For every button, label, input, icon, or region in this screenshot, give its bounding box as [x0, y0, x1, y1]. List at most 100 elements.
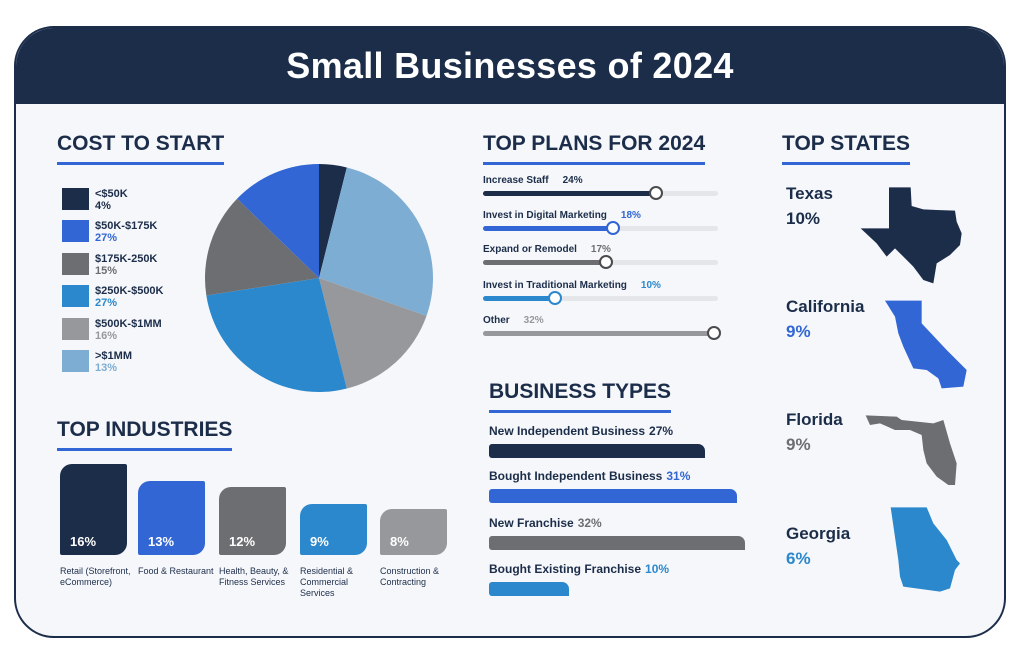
pie-slice — [206, 278, 347, 392]
legend-text: >$1MM 13% — [95, 350, 132, 374]
state-value: 6% — [786, 549, 811, 568]
plan-value: 17% — [590, 244, 611, 255]
legend-value: 27% — [95, 297, 118, 309]
industry-value: 8% — [390, 533, 409, 549]
type-name: Bought Independent Business — [489, 469, 663, 483]
california-map-icon — [885, 300, 967, 389]
legend-text: $250K-$500K 27% — [95, 285, 164, 309]
legend-item: $250K-$500K 27% — [62, 285, 164, 309]
legend-swatch — [62, 350, 89, 372]
state-name: California — [786, 297, 865, 316]
industry-value: 16% — [70, 533, 97, 549]
plan-name: Other — [483, 315, 510, 326]
state-name: Georgia — [786, 524, 851, 543]
type-value: 32% — [577, 516, 602, 530]
plan-slider-thumb — [707, 326, 721, 340]
legend-value: 16% — [95, 330, 118, 342]
industry-label: Food & Restaurant — [138, 566, 214, 576]
legend-value: 4% — [95, 200, 111, 212]
legend-swatch — [62, 220, 89, 242]
type-bar — [489, 444, 705, 458]
cost-heading: COST TO START — [57, 132, 225, 165]
plan-label: Invest in Digital Marketing 18% — [483, 210, 641, 221]
plan-name: Invest in Traditional Marketing — [483, 280, 627, 291]
plan-slider-fill — [483, 331, 714, 336]
type-value: 10% — [645, 562, 670, 576]
legend-item: >$1MM 13% — [62, 350, 132, 374]
legend-item: <$50K 4% — [62, 188, 128, 212]
industry-bar: 12% — [219, 486, 286, 555]
plan-slider-track — [483, 291, 718, 305]
plan-slider-fill — [483, 191, 657, 196]
legend-label: <$50K — [95, 188, 128, 200]
plan-slider-fill — [483, 296, 556, 301]
types-heading: BUSINESS TYPES — [489, 380, 672, 413]
legend-swatch — [62, 318, 89, 340]
state-value: 9% — [786, 435, 811, 454]
plan-name: Invest in Digital Marketing — [483, 210, 607, 221]
page-title: Small Businesses of 2024 — [286, 45, 734, 86]
plan-slider-thumb — [605, 221, 620, 235]
industry-bar: 8% — [380, 509, 447, 555]
plan-slider-thumb — [598, 255, 613, 269]
industry-value: 13% — [148, 533, 175, 549]
plans-heading: TOP PLANS FOR 2024 — [483, 132, 706, 165]
industries-heading: TOP INDUSTRIES — [57, 418, 233, 451]
plan-slider-track — [483, 186, 718, 200]
plan-value: 18% — [620, 210, 641, 221]
pie-slice — [319, 278, 427, 389]
plan-name: Expand or Remodel — [483, 244, 577, 255]
state-value: 9% — [786, 322, 811, 341]
legend-swatch — [62, 253, 89, 275]
state-name: Texas — [786, 184, 833, 203]
plan-label: Expand or Remodel 17% — [483, 244, 611, 255]
header: Small Businesses of 2024 — [16, 28, 1004, 104]
type-name: Bought Existing Franchise — [489, 562, 642, 576]
state-name: Florida — [786, 410, 843, 429]
plan-slider-thumb — [649, 186, 664, 200]
legend-text: $175K-250K 15% — [95, 253, 157, 277]
legend-text: <$50K 4% — [95, 188, 128, 212]
plan-slider-fill — [483, 226, 613, 231]
industry-label: Health, Beauty, & Fitness Services — [219, 566, 289, 587]
plan-label: Invest in Traditional Marketing 10% — [483, 280, 661, 291]
plan-slider-track — [483, 221, 718, 235]
legend-label: >$1MM — [95, 350, 132, 362]
legend-label: $250K-$500K — [95, 285, 164, 297]
legend-label: $175K-250K — [95, 253, 158, 265]
industry-bar: 13% — [138, 480, 205, 555]
plan-slider-thumb — [548, 291, 563, 305]
legend-item: $50K-$175K 27% — [62, 220, 157, 244]
industry-value: 9% — [310, 533, 329, 549]
type-bar — [489, 489, 737, 503]
legend-value: 13% — [95, 362, 118, 374]
plan-label: Increase Staff 24% — [483, 175, 583, 186]
legend-item: $175K-250K 15% — [62, 253, 157, 277]
plan-name: Increase Staff — [483, 175, 549, 186]
pie-slice — [319, 164, 347, 278]
type-bar — [489, 582, 569, 596]
legend-text: $500K-$1MM 16% — [95, 318, 162, 342]
legend-label: $50K-$175K — [95, 220, 158, 232]
legend-value: 15% — [95, 265, 118, 277]
plan-slider-fill — [483, 260, 606, 265]
pie-slice — [237, 164, 319, 278]
pie-slice — [319, 167, 433, 316]
type-name: New Independent Business — [489, 424, 646, 438]
plan-slider-track — [483, 326, 721, 340]
plan-value: 10% — [640, 280, 661, 291]
legend-value: 27% — [95, 232, 118, 244]
georgia-map-icon — [890, 507, 960, 592]
legend-item: $500K-$1MM 16% — [62, 318, 162, 342]
legend-swatch — [62, 285, 89, 307]
state-value: 10% — [786, 209, 821, 228]
industry-label: Residential & Commercial Services — [300, 566, 354, 598]
plan-value: 32% — [523, 315, 544, 326]
industry-bar: 9% — [300, 503, 367, 555]
industry-bar: 16% — [60, 463, 127, 555]
industry-label: Construction & Contracting — [380, 566, 440, 587]
type-bar — [489, 536, 745, 550]
industry-label: Retail (Storefront, eCommerce) — [60, 566, 131, 587]
pie-slice — [205, 198, 319, 296]
